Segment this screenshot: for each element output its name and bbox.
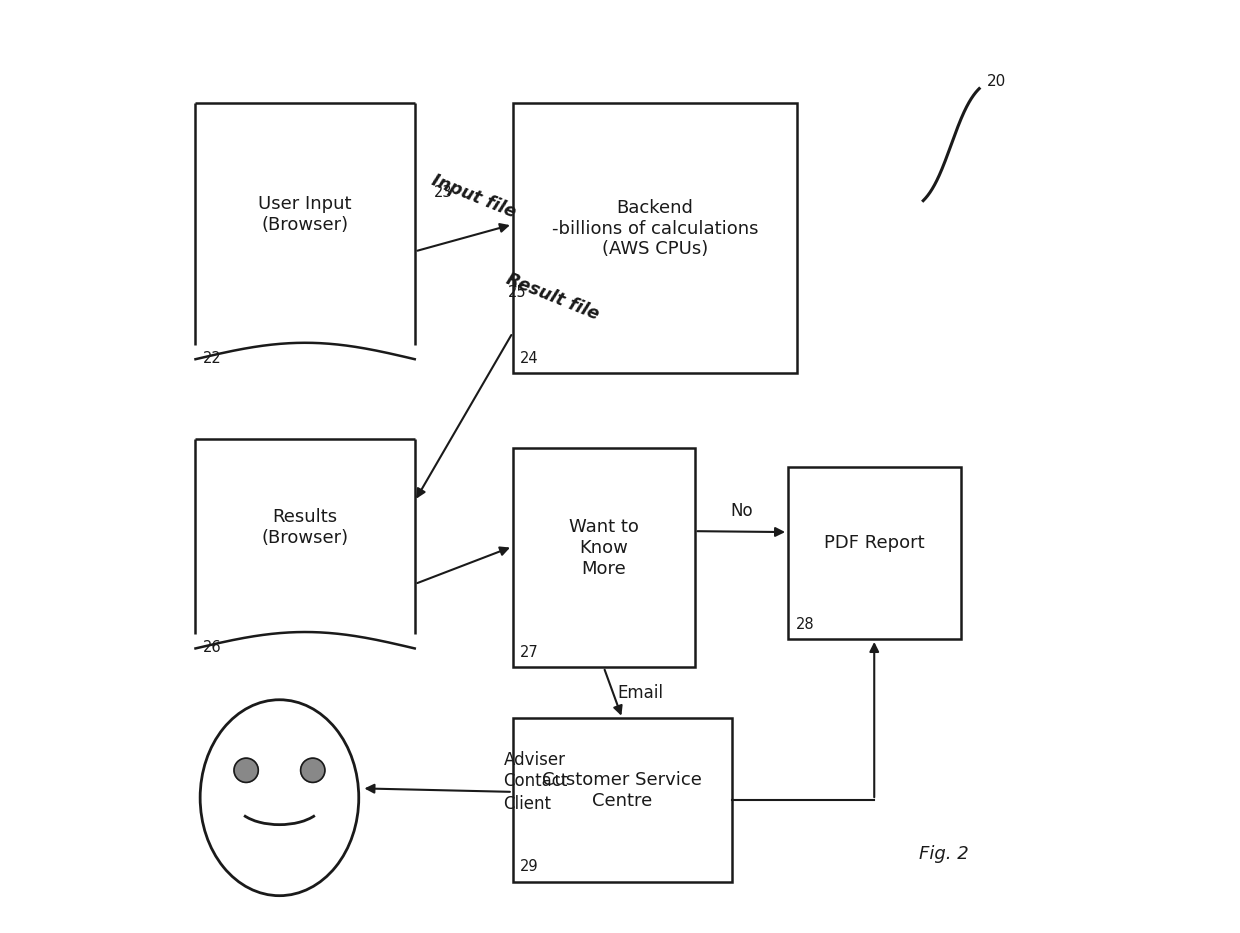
Text: 25: 25 bbox=[508, 285, 527, 300]
Text: Input file: Input file bbox=[429, 172, 518, 222]
Circle shape bbox=[300, 759, 325, 783]
Text: Client: Client bbox=[503, 795, 552, 814]
Text: Email: Email bbox=[618, 684, 663, 702]
Text: Customer Service
Centre: Customer Service Centre bbox=[542, 772, 702, 810]
Bar bbox=[787, 466, 961, 639]
Bar bbox=[512, 718, 732, 882]
Bar bbox=[512, 448, 694, 667]
Text: Backend
-billions of calculations
(AWS CPUs): Backend -billions of calculations (AWS C… bbox=[552, 199, 758, 258]
Text: Want to
Know
More: Want to Know More bbox=[569, 519, 639, 578]
Text: 23: 23 bbox=[434, 185, 451, 201]
Text: Result file: Result file bbox=[503, 270, 601, 324]
Polygon shape bbox=[196, 439, 414, 634]
Text: Contact: Contact bbox=[503, 772, 568, 790]
Text: Adviser: Adviser bbox=[503, 750, 565, 769]
Text: No: No bbox=[730, 502, 753, 520]
Text: 22: 22 bbox=[203, 351, 222, 366]
Bar bbox=[512, 103, 797, 373]
Text: 29: 29 bbox=[520, 859, 539, 874]
Circle shape bbox=[234, 759, 258, 783]
Text: Results
(Browser): Results (Browser) bbox=[262, 508, 348, 547]
Text: 20: 20 bbox=[987, 74, 1006, 89]
Text: User Input
(Browser): User Input (Browser) bbox=[258, 195, 352, 234]
Text: 27: 27 bbox=[520, 645, 539, 660]
Text: Fig. 2: Fig. 2 bbox=[919, 845, 968, 863]
Text: PDF Report: PDF Report bbox=[823, 535, 925, 552]
Polygon shape bbox=[196, 103, 414, 345]
Text: 24: 24 bbox=[520, 351, 539, 366]
Text: 26: 26 bbox=[203, 640, 222, 655]
Text: 28: 28 bbox=[795, 617, 813, 632]
